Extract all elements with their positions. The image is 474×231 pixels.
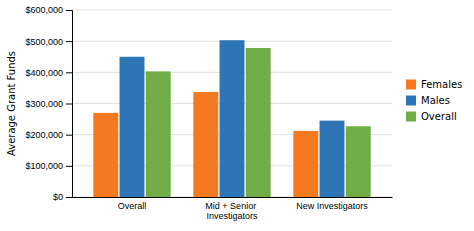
bar — [193, 92, 218, 197]
tick-label: New Investigators — [296, 201, 368, 211]
tick-label: $100,000 — [25, 161, 63, 171]
plot: $0 $100,000 $200,000 $300,000 $400,000 $500,0… — [25, 5, 392, 221]
grid-line — [72, 10, 392, 11]
tick-label: Mid + Senior Investigators — [205, 201, 258, 221]
tick: $500,000 — [25, 37, 72, 47]
bars — [93, 40, 370, 197]
axis-title: Average Grant Funds — [6, 51, 17, 156]
bar — [293, 131, 318, 197]
bar — [246, 48, 271, 197]
bar — [346, 126, 371, 197]
tick-mark — [66, 72, 72, 73]
tick-mark — [66, 10, 72, 11]
legend-swatch — [406, 80, 416, 90]
tick: $300,000 — [25, 99, 72, 109]
tick: $100,000 — [25, 161, 72, 171]
legend-label: Males — [421, 95, 450, 106]
chart: $0 $100,000 $200,000 $300,000 $400,000 $500,0… — [0, 0, 474, 231]
bar — [146, 71, 171, 197]
legend-item: Females — [406, 79, 462, 90]
bar — [220, 40, 245, 197]
bar-series — [120, 40, 345, 197]
tick-label: $0 — [53, 192, 63, 202]
axis-line — [66, 11, 73, 198]
legend-swatch — [406, 96, 416, 106]
tick-mark — [66, 104, 72, 105]
bar — [320, 121, 345, 197]
legend-item: Overall — [406, 111, 457, 122]
bar-series — [146, 48, 371, 197]
legend: Females Males Overall — [406, 79, 462, 122]
tick-label: Overall — [118, 201, 147, 211]
tick-mark — [66, 166, 72, 167]
legend-swatch — [406, 112, 416, 122]
legend-label: Overall — [421, 111, 457, 122]
axis-line — [73, 197, 393, 198]
tick-label: $500,000 — [25, 37, 63, 47]
tick-label: $600,000 — [25, 5, 63, 15]
tick: New Investigators — [296, 201, 368, 211]
legend-label: Females — [421, 79, 462, 90]
tick-mark — [66, 41, 72, 42]
x-axis: Overall Mid + Senior Investigators New Inv… — [73, 198, 393, 222]
y-axis: $0 $100,000 $200,000 $300,000 $400,000 $500,0… — [25, 5, 72, 202]
bar — [120, 57, 145, 197]
grid — [72, 10, 392, 197]
tick: Overall — [118, 201, 147, 211]
legend-item: Males — [406, 95, 450, 106]
tick-mark — [66, 135, 72, 136]
tick-label: $400,000 — [25, 68, 63, 78]
tick: $600,000 — [25, 5, 72, 15]
tick: Mid + Senior Investigators — [205, 201, 258, 221]
tick-label: $200,000 — [25, 130, 63, 140]
tick-mark — [66, 197, 72, 198]
tick-label: $300,000 — [25, 99, 63, 109]
tick: $400,000 — [25, 68, 72, 78]
tick: $0 — [53, 192, 72, 202]
bar — [93, 113, 118, 197]
tick: $200,000 — [25, 130, 72, 140]
